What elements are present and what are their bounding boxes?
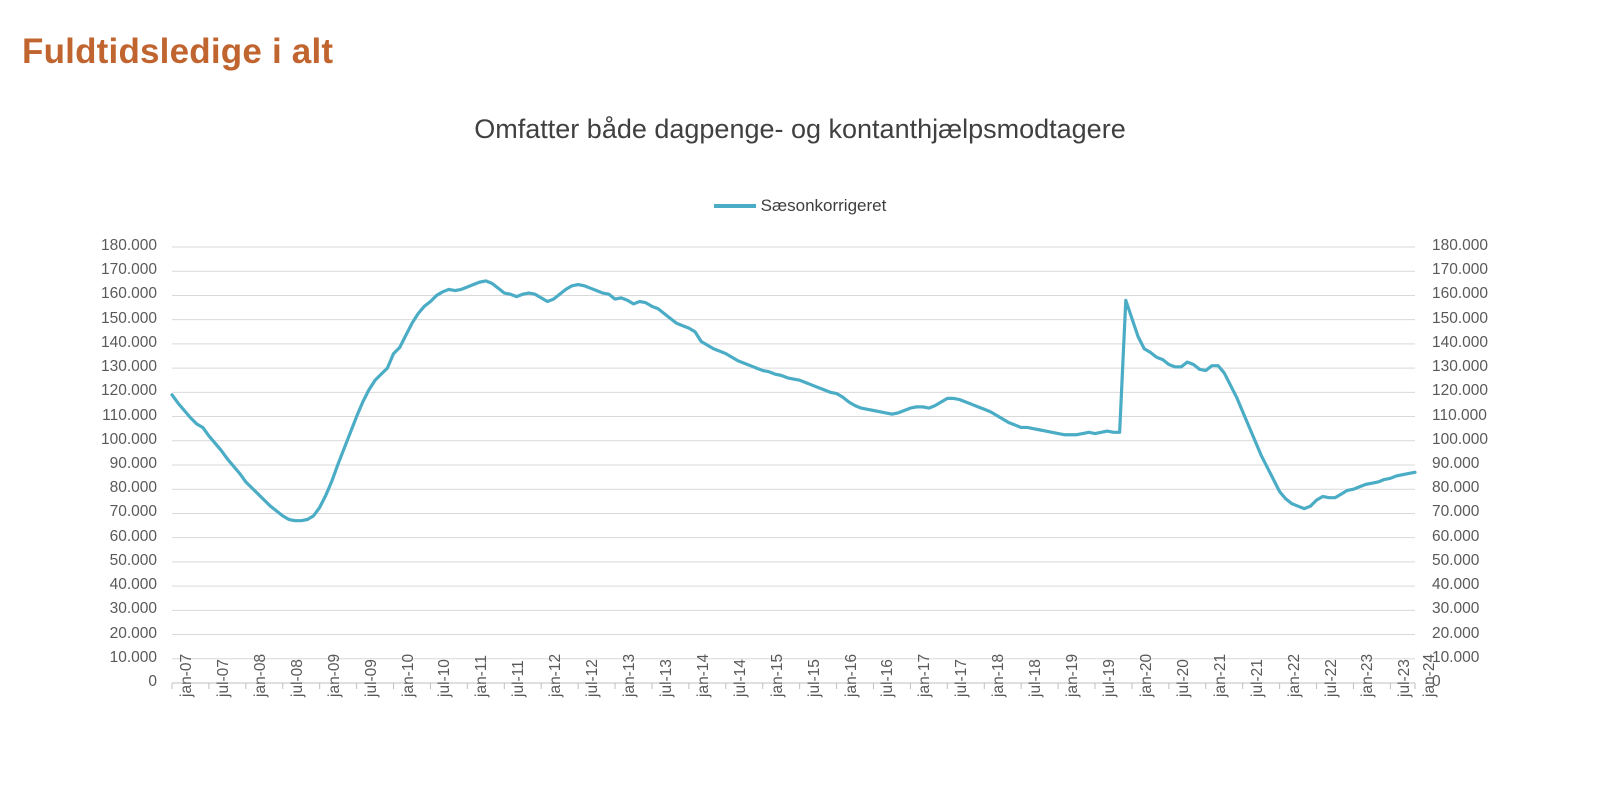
y-axis-tick-label-right: 70.000 — [1432, 503, 1480, 521]
y-axis-tick-label: 180.000 — [100, 237, 157, 254]
legend-label: Sæsonkorrigeret — [760, 196, 887, 215]
y-axis-tick-label: 60.000 — [109, 527, 157, 545]
y-axis-tick-label-right: 110.000 — [1432, 406, 1487, 424]
x-axis-tick-label: jul-18 — [1027, 659, 1045, 697]
y-axis-tick-label-right: 90.000 — [1432, 455, 1480, 472]
y-axis-tick-label: 80.000 — [109, 479, 157, 497]
x-axis-tick-label: jan-12 — [547, 653, 565, 697]
x-axis-tick-label: jan-22 — [1285, 653, 1303, 697]
y-axis-tick-label-right: 160.000 — [1432, 285, 1489, 303]
x-axis-tick-label: jul-20 — [1174, 659, 1192, 697]
x-axis-tick-label: jul-07 — [214, 659, 232, 697]
x-axis-tick-label: jul-14 — [731, 659, 749, 697]
y-axis-tick-label: 40.000 — [109, 576, 157, 594]
y-axis-tick-label-right: 150.000 — [1432, 309, 1489, 327]
x-axis-tick-label: jul-19 — [1101, 659, 1119, 697]
legend-color-swatch — [713, 204, 756, 208]
y-axis-tick-label: 170.000 — [100, 261, 157, 279]
y-axis-tick-label: 90.000 — [109, 455, 157, 472]
x-axis-tick-label: jul-11 — [510, 660, 528, 697]
y-axis-tick-label: 0 — [148, 673, 157, 690]
x-axis-tick-label: jul-12 — [584, 659, 602, 697]
y-axis-tick-label-right: 50.000 — [1432, 551, 1480, 569]
x-axis-tick-label: jan-17 — [916, 653, 934, 697]
x-axis-tick-label: jan-09 — [325, 653, 343, 697]
x-axis-tick-label: jan-10 — [399, 653, 417, 697]
y-axis-tick-label: 150.000 — [100, 309, 157, 327]
x-axis-tick-label: jul-16 — [879, 659, 897, 697]
y-axis-tick-label: 20.000 — [109, 624, 157, 642]
x-axis-tick-label: jul-13 — [657, 659, 675, 697]
x-axis-tick-label: jan-20 — [1137, 653, 1155, 697]
chart-subtitle: Omfatter både dagpenge- og kontanthjælps… — [474, 114, 1126, 144]
y-axis-tick-label-right: 10.000 — [1432, 648, 1480, 666]
page-title: Fuldtidsledige i alt — [22, 32, 334, 71]
x-axis-tick-label: jul-22 — [1322, 659, 1340, 697]
y-axis-tick-label: 30.000 — [109, 600, 157, 618]
y-axis-tick-label-right: 40.000 — [1432, 576, 1480, 594]
y-axis-tick-label-right: 120.000 — [1432, 382, 1489, 400]
y-axis-tick-label-right: 180.000 — [1432, 237, 1489, 254]
x-axis-tick-label: jul-09 — [362, 659, 380, 697]
x-axis-tick-label: jan-18 — [990, 653, 1008, 697]
y-axis-tick-label-right: 100.000 — [1432, 430, 1489, 448]
x-axis-tick-label: jan-23 — [1359, 653, 1377, 697]
x-axis-tick-label: jan-07 — [178, 653, 195, 697]
x-axis-tick-label: jul-08 — [288, 659, 306, 697]
x-axis-tick-label: jul-10 — [436, 659, 454, 697]
chart-legend: Sæsonkorrigeret — [0, 196, 1600, 216]
x-axis-tick-label: jan-08 — [251, 653, 269, 697]
y-axis-tick-label-right: 170.000 — [1432, 261, 1489, 279]
x-axis-tick-label: jul-15 — [805, 659, 823, 697]
y-axis-tick-label: 120.000 — [100, 382, 157, 400]
x-axis-tick-label: jan-16 — [842, 653, 860, 697]
x-axis-tick-label: jul-23 — [1396, 659, 1414, 697]
x-axis-tick-label: jan-24 — [1421, 653, 1438, 697]
y-axis-tick-label-right: 20.000 — [1432, 624, 1480, 642]
y-axis-tick-label-right: 0 — [1432, 673, 1441, 690]
x-axis-tick-label: jul-17 — [953, 659, 971, 697]
y-axis-tick-label: 100.000 — [100, 430, 157, 448]
y-axis-tick-label: 110.000 — [102, 406, 157, 424]
y-axis-tick-label: 10.000 — [109, 648, 157, 666]
x-axis-tick-label: jan-21 — [1211, 653, 1229, 697]
y-axis-tick-label: 160.000 — [100, 285, 157, 303]
y-axis-tick-label-right: 30.000 — [1432, 600, 1480, 618]
x-axis-tick-label: jan-13 — [621, 653, 639, 697]
x-axis-tick-label: jan-11 — [473, 655, 491, 697]
y-axis-tick-label-right: 60.000 — [1432, 527, 1480, 545]
y-axis-tick-label-right: 80.000 — [1432, 479, 1480, 497]
y-axis-tick-label: 50.000 — [109, 551, 157, 569]
y-axis-tick-label: 70.000 — [109, 503, 157, 521]
y-axis-tick-label: 130.000 — [100, 358, 157, 376]
y-axis-tick-label-right: 130.000 — [1432, 358, 1489, 376]
x-axis-tick-label: jan-15 — [768, 653, 786, 697]
x-axis-tick-label: jul-21 — [1248, 659, 1266, 697]
y-axis-tick-label-right: 140.000 — [1432, 333, 1489, 351]
x-axis-tick-label: jan-19 — [1064, 653, 1082, 697]
x-axis-tick-label: jan-14 — [694, 653, 712, 697]
y-axis-tick-label: 140.000 — [100, 333, 157, 351]
